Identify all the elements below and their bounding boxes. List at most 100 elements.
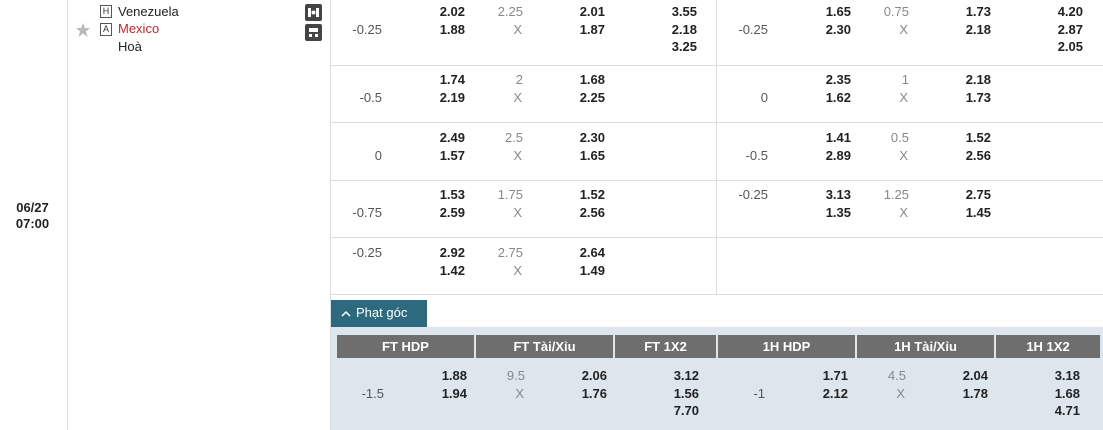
odds-over[interactable]: 1.68 bbox=[579, 72, 605, 87]
odds-1x2[interactable]: 2.87 bbox=[1057, 21, 1083, 37]
odds-home[interactable]: 2.35 bbox=[825, 72, 851, 87]
row-divider bbox=[331, 65, 1103, 66]
handicap-line: -0.5 bbox=[359, 89, 382, 105]
home-team[interactable]: Venezuela bbox=[118, 4, 179, 19]
match-date: 06/27 bbox=[16, 200, 49, 215]
column-header: 1H HDP bbox=[718, 335, 855, 358]
handicap-line: -1.5 bbox=[361, 385, 384, 401]
divider bbox=[330, 0, 331, 430]
odds-under[interactable]: 1.73 bbox=[965, 89, 991, 105]
odds-away[interactable]: 2.12 bbox=[822, 385, 848, 401]
odds-away[interactable]: 1.35 bbox=[825, 204, 851, 220]
odds-over[interactable]: 2.04 bbox=[962, 368, 988, 383]
odds-under[interactable]: 2.56 bbox=[579, 204, 605, 220]
odds-over[interactable]: 1.52 bbox=[579, 187, 605, 202]
odds-under[interactable]: 1.45 bbox=[965, 204, 991, 220]
row-divider bbox=[331, 122, 1103, 123]
row-divider bbox=[331, 180, 1103, 181]
away-badge: A bbox=[100, 23, 112, 36]
total-line: 1.75 bbox=[497, 187, 523, 202]
total-line: 1 bbox=[901, 72, 909, 87]
odds-home[interactable]: 1.53 bbox=[439, 187, 465, 202]
odds-1x2[interactable]: 7.70 bbox=[673, 403, 699, 418]
home-badge: H bbox=[100, 5, 112, 18]
odds-under[interactable]: 1.87 bbox=[579, 21, 605, 37]
corner-tab-label: Phạt góc bbox=[356, 305, 408, 320]
odds-1x2[interactable]: 2.05 bbox=[1057, 39, 1083, 54]
handicap-line: -0.25 bbox=[352, 21, 382, 37]
odds-away[interactable]: 2.30 bbox=[825, 21, 851, 37]
odds-away[interactable]: 2.19 bbox=[439, 89, 465, 105]
total-mark: X bbox=[899, 21, 908, 37]
odds-over[interactable]: 2.30 bbox=[579, 130, 605, 145]
column-header: FT HDP bbox=[337, 335, 474, 358]
match-icons[interactable] bbox=[305, 4, 323, 42]
total-line: 0.75 bbox=[883, 4, 909, 19]
handicap-line: 0 bbox=[760, 89, 768, 105]
odds-under[interactable]: 2.25 bbox=[579, 89, 605, 105]
odds-away[interactable]: 1.88 bbox=[439, 21, 465, 37]
odds-home[interactable]: 1.88 bbox=[441, 368, 467, 383]
odds-away[interactable]: 1.62 bbox=[825, 89, 851, 105]
odds-over[interactable]: 1.73 bbox=[965, 4, 991, 19]
total-mark: X bbox=[513, 21, 522, 37]
odds-1x2[interactable]: 1.56 bbox=[673, 385, 699, 401]
odds-over[interactable]: 2.64 bbox=[579, 245, 605, 260]
away-team[interactable]: Mexico bbox=[118, 21, 160, 36]
odds-home[interactable]: 2.02 bbox=[439, 4, 465, 19]
odds-1x2[interactable]: 3.25 bbox=[671, 39, 697, 54]
odds-home[interactable]: 2.92 bbox=[439, 245, 465, 260]
odds-over[interactable]: 2.18 bbox=[965, 72, 991, 87]
column-header: 1H Tài/Xỉu bbox=[857, 335, 994, 358]
odds-1x2[interactable]: 1.68 bbox=[1054, 385, 1080, 401]
match-time: 07:00 bbox=[15, 216, 50, 231]
odds-over[interactable]: 2.01 bbox=[579, 4, 605, 19]
row-divider bbox=[331, 294, 1103, 295]
odds-home[interactable]: 1.74 bbox=[439, 72, 465, 87]
chevron-icon bbox=[341, 310, 351, 317]
total-mark: X bbox=[513, 262, 522, 278]
favorite-star[interactable] bbox=[76, 23, 90, 37]
odds-over[interactable]: 1.52 bbox=[965, 130, 991, 145]
odds-1x2[interactable]: 4.20 bbox=[1057, 4, 1083, 19]
total-line: 9.5 bbox=[506, 368, 525, 383]
odds-under[interactable]: 1.78 bbox=[962, 385, 988, 401]
odds-home[interactable]: 1.65 bbox=[825, 4, 851, 19]
odds-over[interactable]: 2.06 bbox=[581, 368, 607, 383]
odds-home[interactable]: 1.71 bbox=[822, 368, 848, 383]
total-mark: X bbox=[899, 204, 908, 220]
odds-away[interactable]: 1.57 bbox=[439, 147, 465, 163]
column-header: 1H 1X2 bbox=[996, 335, 1100, 358]
odds-under[interactable]: 1.49 bbox=[579, 262, 605, 278]
odds-1x2[interactable]: 4.71 bbox=[1054, 403, 1080, 418]
total-line: 2 bbox=[515, 72, 523, 87]
odds-under[interactable]: 1.65 bbox=[579, 147, 605, 163]
handicap-line: -0.25 bbox=[738, 21, 768, 37]
odds-home[interactable]: 1.41 bbox=[825, 130, 851, 145]
odds-1x2[interactable]: 3.12 bbox=[673, 368, 699, 383]
odds-under[interactable]: 1.76 bbox=[581, 385, 607, 401]
column-header: FT 1X2 bbox=[615, 335, 716, 358]
odds-away[interactable]: 2.59 bbox=[439, 204, 465, 220]
total-line: 2.25 bbox=[497, 4, 523, 19]
odds-away[interactable]: 2.89 bbox=[825, 147, 851, 163]
divider bbox=[716, 0, 717, 294]
odds-under[interactable]: 2.18 bbox=[965, 21, 991, 37]
odds-away[interactable]: 1.94 bbox=[441, 385, 467, 401]
odds-under[interactable]: 2.56 bbox=[965, 147, 991, 163]
odds-home[interactable]: 3.13 bbox=[825, 187, 851, 202]
odds-over[interactable]: 2.75 bbox=[965, 187, 991, 202]
corner-tab[interactable]: Phạt góc bbox=[331, 300, 427, 328]
total-mark: X bbox=[899, 147, 908, 163]
odds-home[interactable]: 2.49 bbox=[439, 130, 465, 145]
odds-1x2[interactable]: 3.18 bbox=[1054, 368, 1080, 383]
handicap-line: -0.25 bbox=[738, 187, 768, 202]
draw-label: Hoà bbox=[118, 39, 142, 54]
odds-1x2[interactable]: 2.18 bbox=[671, 21, 697, 37]
total-line: 2.75 bbox=[497, 245, 523, 260]
odds-away[interactable]: 1.42 bbox=[439, 262, 465, 278]
odds-1x2[interactable]: 3.55 bbox=[671, 4, 697, 19]
handicap-line: -0.75 bbox=[352, 204, 382, 220]
total-line: 4.5 bbox=[887, 368, 906, 383]
